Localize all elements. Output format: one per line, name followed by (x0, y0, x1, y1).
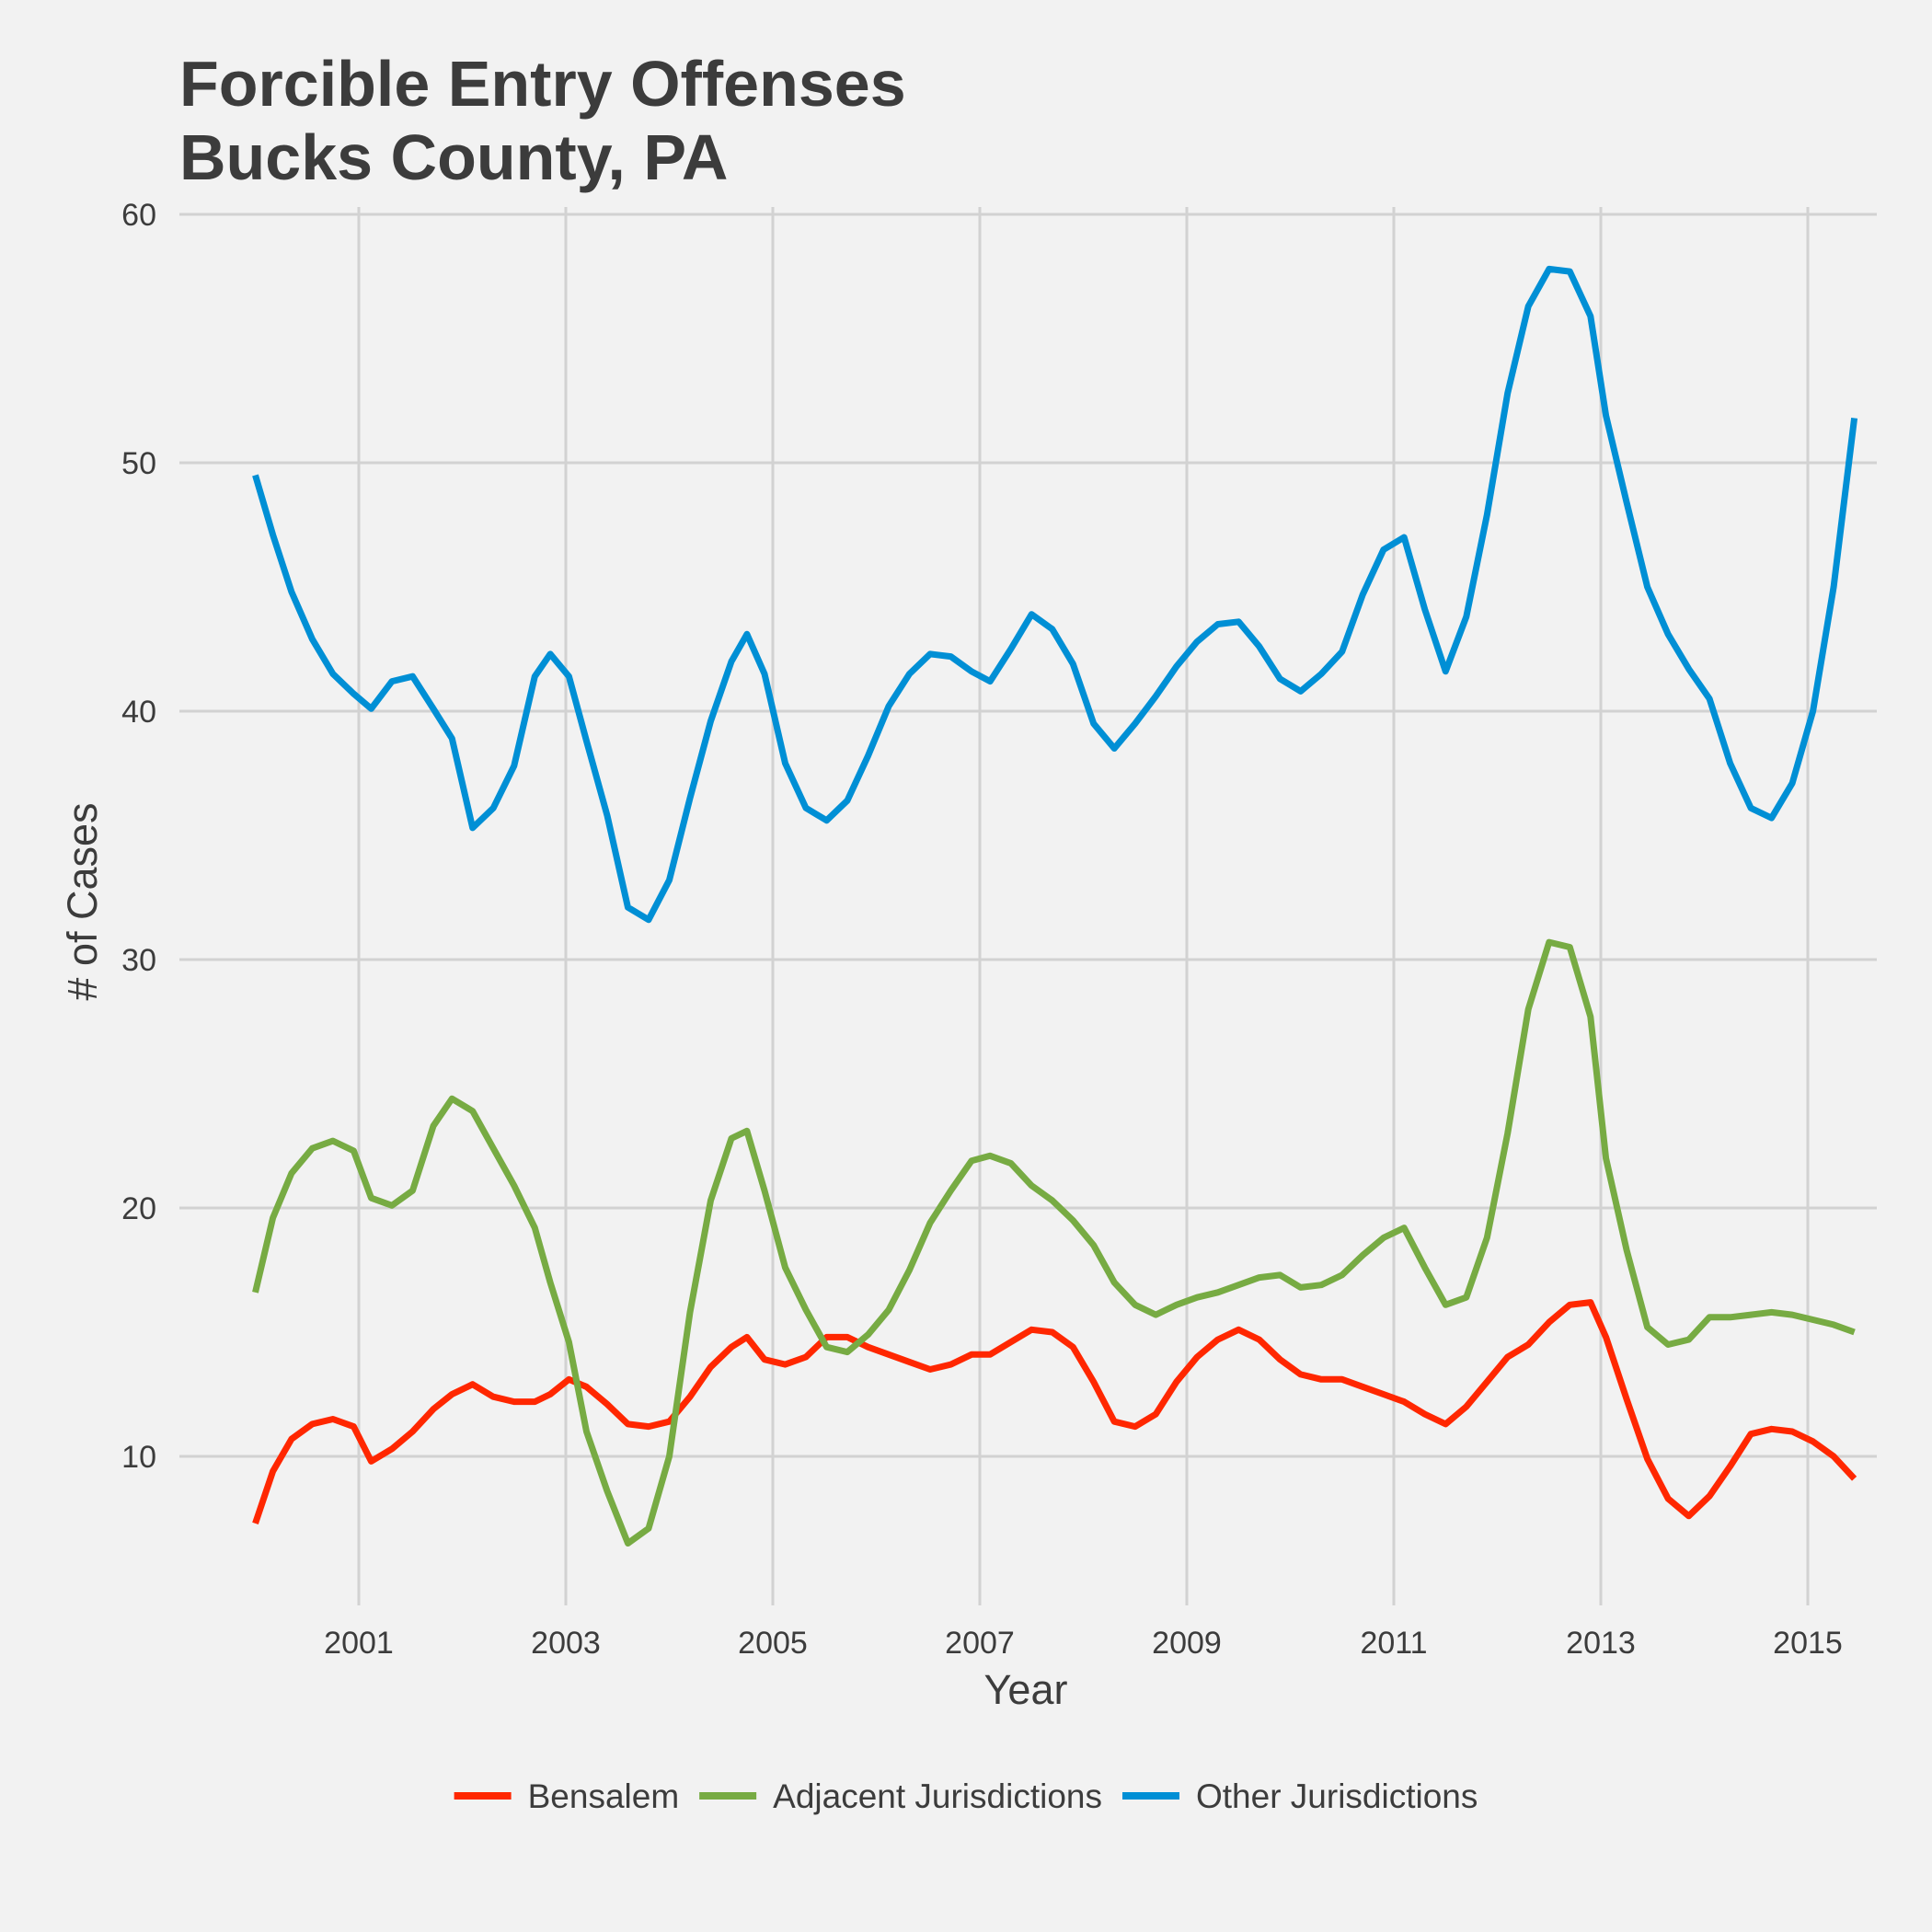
legend-label-adjacent-jurisdictions: Adjacent Jurisdictions (773, 1777, 1102, 1815)
legend-label-bensalem: Bensalem (528, 1777, 680, 1815)
x-tick-label-2005: 2005 (738, 1626, 808, 1661)
x-axis-title: Year (984, 1666, 1068, 1713)
x-tick-label-2003: 2003 (531, 1626, 601, 1661)
x-tick-label-2007: 2007 (945, 1626, 1015, 1661)
grid (179, 207, 1877, 1605)
y-tick-label-10: 10 (121, 1440, 156, 1475)
series-line-bensalem (252, 1299, 1857, 1525)
y-tick-label-50: 50 (121, 446, 156, 481)
y-tick-label-60: 60 (121, 198, 156, 233)
series-lines (252, 265, 1858, 1547)
x-tick-label-2013: 2013 (1566, 1626, 1636, 1661)
legend-label-other-jurisdictions: Other Jurisdictions (1196, 1777, 1478, 1815)
y-tick-label-20: 20 (121, 1191, 156, 1226)
y-axis-title: # of Cases (59, 802, 106, 1000)
x-tick-label-2011: 2011 (1360, 1626, 1427, 1661)
x-axis-ticks: 2001 2003 2005 2007 2009 2011 2013 2015 (324, 1626, 1843, 1661)
x-tick-label-2015: 2015 (1773, 1626, 1843, 1661)
y-axis-ticks: 10 20 30 40 50 60 (121, 198, 156, 1475)
x-tick-label-2001: 2001 (324, 1626, 394, 1661)
series-line-other-jurisdictions (252, 265, 1858, 924)
y-tick-label-30: 30 (121, 943, 156, 978)
legend: Bensalem Adjacent Jurisdictions Other Juri… (454, 1777, 1478, 1815)
x-tick-label-2009: 2009 (1152, 1626, 1222, 1661)
series-line-adjacent-jurisdictions (252, 938, 1856, 1547)
chart-title-line-2: Bucks County, PA (179, 121, 728, 193)
chart-title-line-1: Forcible Entry Offenses (179, 48, 906, 120)
y-tick-label-40: 40 (121, 695, 156, 730)
